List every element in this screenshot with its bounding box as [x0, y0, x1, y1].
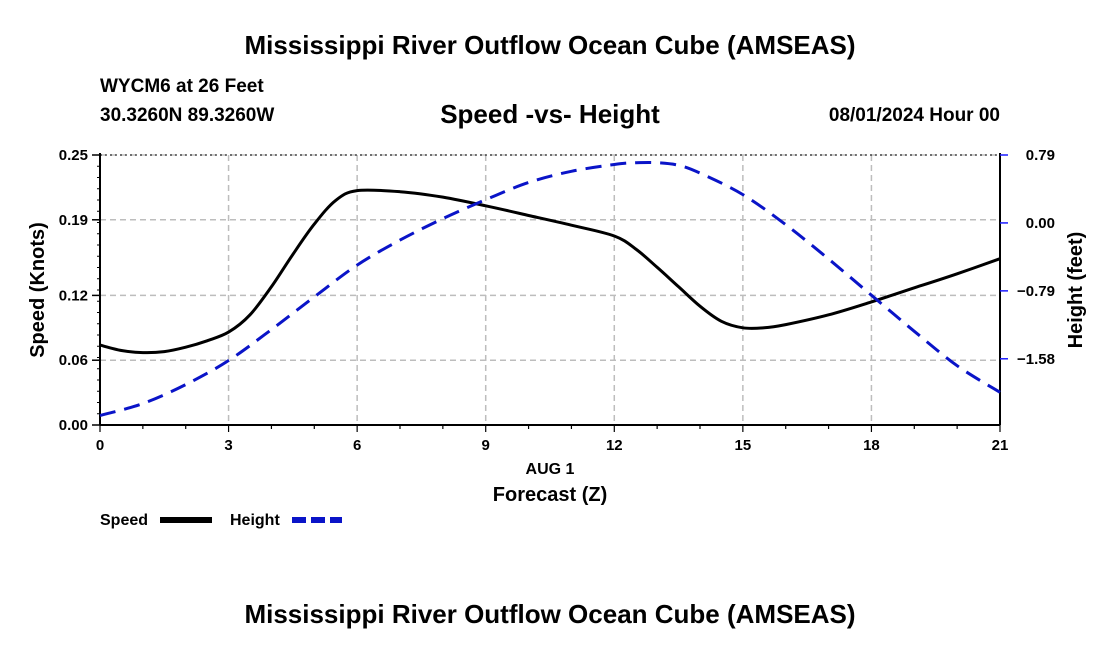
series-line-height	[99, 160, 1001, 417]
y-axis-label-right: Height (feet)	[1065, 232, 1087, 349]
station-label: WYCM6 at 26 Feet	[100, 76, 264, 97]
x-tick-label: 6	[353, 437, 361, 454]
chart-title: Speed -vs- Height	[440, 99, 660, 129]
bottom-title: Mississippi River Outflow Ocean Cube (AM…	[244, 599, 856, 629]
y-tick-label-right: −0.79	[1017, 283, 1055, 300]
legend-label-speed: Speed	[100, 512, 148, 529]
x-tick-label: 0	[96, 437, 104, 454]
y-tick-label-left: 0.12	[59, 287, 88, 304]
series-line-speed	[99, 188, 1001, 355]
y-tick-label-right: 0.79	[1026, 147, 1055, 164]
coordinates-label: 30.3260N 89.3260W	[100, 105, 275, 126]
y-tick-label-right: 0.00	[1026, 215, 1055, 232]
legend-label-height: Height	[230, 512, 280, 529]
y-axis-label-left: Speed (Knots)	[27, 222, 49, 358]
x-tick-label: 12	[606, 437, 623, 454]
y-tick-label-left: 0.25	[59, 147, 88, 164]
x-axis-label: Forecast (Z)	[493, 484, 607, 506]
x-tick-label: 15	[735, 437, 752, 454]
y-tick-label-left: 0.00	[59, 417, 88, 434]
x-date-label: AUG 1	[526, 461, 575, 478]
y-tick-label-right: −1.58	[1017, 351, 1055, 368]
x-tick-label: 18	[863, 437, 880, 454]
x-tick-label: 9	[482, 437, 490, 454]
x-tick-label: 21	[992, 437, 1009, 454]
x-tick-label: 3	[224, 437, 232, 454]
y-tick-label-left: 0.06	[59, 352, 88, 369]
main-title: Mississippi River Outflow Ocean Cube (AM…	[244, 30, 856, 60]
forecast-datetime: 08/01/2024 Hour 00	[828, 105, 1000, 126]
y-tick-label-left: 0.19	[59, 212, 88, 229]
